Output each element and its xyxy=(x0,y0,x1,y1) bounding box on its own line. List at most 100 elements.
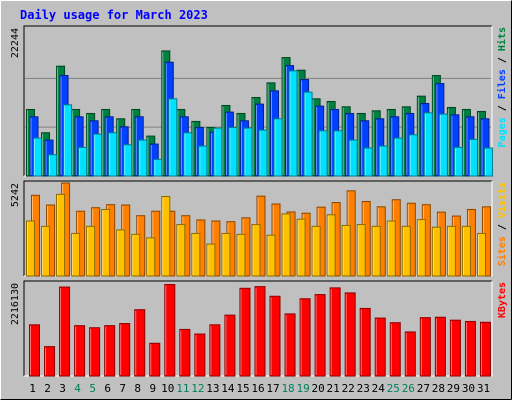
bar-sites-day-30 xyxy=(461,225,471,277)
panel-border-shadow xyxy=(23,180,492,276)
bar-sites-day-5 xyxy=(86,225,96,277)
bar-pages-day-2 xyxy=(48,154,58,177)
bar-sites-day-15 xyxy=(236,233,246,277)
bar-pages-day-5 xyxy=(93,133,103,177)
bar-pages-day-9 xyxy=(153,158,163,177)
bar-sites-day-16 xyxy=(251,224,261,277)
bar-kbytes-day-23 xyxy=(359,307,371,377)
bar-sites-day-6 xyxy=(101,208,111,277)
bar-pages-day-3 xyxy=(63,104,73,177)
bar-sites-day-18 xyxy=(281,213,291,277)
bar-sites-day-25 xyxy=(386,220,396,277)
x-tick-label-day-9: 9 xyxy=(149,382,156,395)
bar-kbytes-day-26 xyxy=(404,331,416,377)
bar-sites-day-2 xyxy=(41,225,51,277)
x-tick-label-day-19: 19 xyxy=(296,382,309,395)
legend-entry: KBytes xyxy=(497,282,508,318)
bar-pages-day-6 xyxy=(108,132,118,177)
bar-kbytes-day-30 xyxy=(464,320,476,377)
x-tick-label-day-8: 8 xyxy=(134,382,141,395)
bar-kbytes-day-10 xyxy=(164,284,176,377)
panel-max-label: 2216130 xyxy=(10,283,21,325)
legend-entry: Files xyxy=(496,69,508,99)
legend-entry: / xyxy=(497,99,508,117)
bar-pages-day-21 xyxy=(333,130,343,177)
bar-pages-day-18 xyxy=(288,70,298,177)
bar-kbytes-day-25 xyxy=(389,322,401,377)
bar-sites-day-12 xyxy=(191,232,201,277)
bar-pages-day-19 xyxy=(303,91,313,177)
bar-pages-day-31 xyxy=(483,147,493,177)
legend-entry: Hits xyxy=(496,27,508,51)
bar-kbytes-day-16 xyxy=(254,286,266,377)
bar-kbytes-day-29 xyxy=(449,319,461,377)
x-tick-label-day-12: 12 xyxy=(191,382,204,395)
bar-pages-day-23 xyxy=(363,147,373,177)
bar-sites-day-27 xyxy=(416,219,426,277)
legend-entry: Visits xyxy=(496,182,508,218)
bar-pages-day-7 xyxy=(123,144,133,177)
bar-sites-day-22 xyxy=(341,224,351,277)
bar-pages-day-30 xyxy=(468,138,478,177)
legend-entry: / xyxy=(497,51,508,69)
bar-pages-day-10 xyxy=(168,98,178,177)
x-tick-label-day-14: 14 xyxy=(221,382,235,395)
bar-pages-day-1 xyxy=(33,137,42,177)
x-tick-label-day-23: 23 xyxy=(357,382,370,395)
panel-visits-sites: 5242 Sites / Visits xyxy=(10,180,508,277)
series-pages xyxy=(33,70,493,177)
bar-pages-day-24 xyxy=(378,145,388,177)
bar-kbytes-day-24 xyxy=(374,317,386,377)
panel-max-label: 5242 xyxy=(10,183,21,207)
bar-sites-day-21 xyxy=(326,214,336,277)
bar-sites-day-29 xyxy=(446,225,456,277)
bar-sites-day-11 xyxy=(176,224,186,277)
legend-entry: / xyxy=(497,218,508,236)
x-tick-label-day-6: 6 xyxy=(104,382,111,395)
x-tick-label-day-24: 24 xyxy=(372,382,386,395)
x-tick-label-day-2: 2 xyxy=(44,382,51,395)
bar-kbytes-day-11 xyxy=(179,328,191,377)
x-tick-label-day-7: 7 xyxy=(119,382,126,395)
x-tick-label-day-1: 1 xyxy=(29,382,36,395)
series-visits xyxy=(31,182,491,277)
x-axis-labels: 1 2 3 4 5 6 7 8 9 10 11 12 13 14 15 16 17 18 19 20 21 22 23 24 2… xyxy=(29,382,490,395)
bar-kbytes-day-8 xyxy=(134,309,146,377)
panel-border-shadow xyxy=(23,280,492,376)
legend-entry: Pages xyxy=(497,117,508,147)
bar-pages-day-26 xyxy=(408,134,418,177)
bar-sites-day-28 xyxy=(431,226,441,277)
series-sites xyxy=(26,193,486,277)
bar-pages-day-13 xyxy=(213,127,223,177)
bar-pages-day-29 xyxy=(453,146,463,177)
bar-kbytes-day-28 xyxy=(434,316,446,377)
panel-max-label: 22244 xyxy=(10,28,21,58)
bar-kbytes-day-17 xyxy=(269,295,281,377)
bar-sites-day-8 xyxy=(131,233,141,277)
bar-kbytes-day-12 xyxy=(194,333,206,377)
bar-pages-day-4 xyxy=(78,146,88,177)
bar-kbytes-day-22 xyxy=(344,292,356,377)
bar-kbytes-day-6 xyxy=(104,325,116,377)
x-tick-label-day-5: 5 xyxy=(89,382,96,395)
bar-kbytes-day-31 xyxy=(479,321,491,377)
bar-kbytes-day-3 xyxy=(59,286,71,377)
bar-sites-day-17 xyxy=(266,234,276,277)
bar-pages-day-8 xyxy=(138,139,148,177)
bar-sites-day-31 xyxy=(476,232,486,277)
bar-kbytes-day-20 xyxy=(314,294,326,377)
x-tick-label-day-13: 13 xyxy=(206,382,219,395)
bar-pages-day-14 xyxy=(228,126,238,177)
x-tick-label-day-30: 30 xyxy=(462,382,475,395)
bar-kbytes-day-1 xyxy=(29,324,40,377)
x-tick-label-day-17: 17 xyxy=(266,382,279,395)
bar-pages-day-27 xyxy=(423,112,433,177)
x-tick-label-day-29: 29 xyxy=(447,382,460,395)
legend-entry: Sites xyxy=(496,236,508,266)
bar-kbytes-day-5 xyxy=(89,327,101,377)
bar-sites-day-26 xyxy=(401,225,411,277)
bar-sites-day-10 xyxy=(161,196,171,277)
bar-sites-day-24 xyxy=(371,225,381,277)
series-kbytes xyxy=(29,284,491,377)
legend-middle: Sites / Visits xyxy=(496,182,508,266)
